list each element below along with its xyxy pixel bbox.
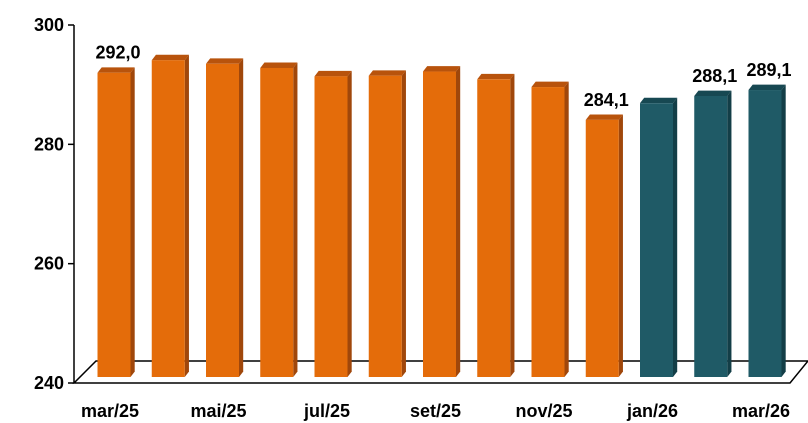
x-tick-label: nov/25 [515,401,572,421]
bar [423,66,461,377]
bar-side-face [401,70,406,378]
bar-front-face [531,87,565,377]
bar-top-face [260,62,298,68]
bar-side-face [239,58,244,378]
y-tick-label: 280 [34,134,64,154]
chart-bars [97,54,786,378]
bar-top-face [585,114,623,120]
bar-front-face [640,103,673,377]
bar-top-face [97,67,135,73]
bar [748,84,786,378]
bar-side-face [184,54,189,377]
bar-front-face [151,60,185,377]
bar-top-face [206,58,244,64]
bar-front-face [748,90,782,377]
bar-top-face [640,97,678,104]
x-tick-label: jan/26 [626,401,678,421]
data-label: 288,1 [692,66,737,86]
x-tick-label: mar/26 [732,401,790,421]
y-tick-label: 240 [34,373,64,393]
bar [151,54,189,377]
bar-top-face [477,73,515,80]
bar-front-face [694,96,728,378]
x-tick-label: mai/25 [190,401,246,421]
bar-top-face [694,90,732,97]
data-label: 292,0 [95,43,140,63]
bar-side-face [727,90,732,377]
bar-front-face [368,75,402,377]
bar [694,90,732,378]
bar-front-face [477,79,511,378]
y-tick-label: 300 [34,15,64,35]
bar-side-face [130,67,135,377]
x-tick-label: set/25 [410,401,461,421]
bar-side-face [456,66,461,377]
bar-top-face [368,70,406,76]
bar [531,81,569,378]
bar [640,97,678,377]
bar [97,67,135,377]
bar [368,70,406,378]
bar [585,114,623,378]
bar [206,58,244,378]
bar-front-face [97,72,131,377]
bar-front-face [206,63,239,378]
y-tick-label: 260 [34,254,64,274]
bar [314,70,352,378]
bar-side-face [564,81,569,378]
data-label: 289,1 [746,60,791,80]
bar-front-face [423,71,456,377]
bar-side-face [781,84,786,378]
bar-front-face [585,119,619,378]
bar-side-face [673,97,678,377]
bar-side-face [293,62,298,378]
x-tick-label: mar/25 [81,401,139,421]
bar-side-face [347,70,352,377]
bar-side-face [510,73,515,377]
bar-top-face [314,70,352,77]
bar-top-face [748,84,786,91]
bar [260,62,298,378]
bar-front-face [260,67,294,378]
bar-top-face [423,66,461,72]
bar-top-face [531,81,569,88]
data-label: 284,1 [584,90,629,110]
bar [477,73,515,378]
x-tick-label: jul/25 [303,401,350,421]
bar-top-face [151,54,189,61]
chart-labels: 240 260 280 300 292,0 mar/25 mai/25 jul/25 set/2… [34,15,792,421]
bar-side-face [618,114,623,377]
bar-front-face [314,76,348,378]
